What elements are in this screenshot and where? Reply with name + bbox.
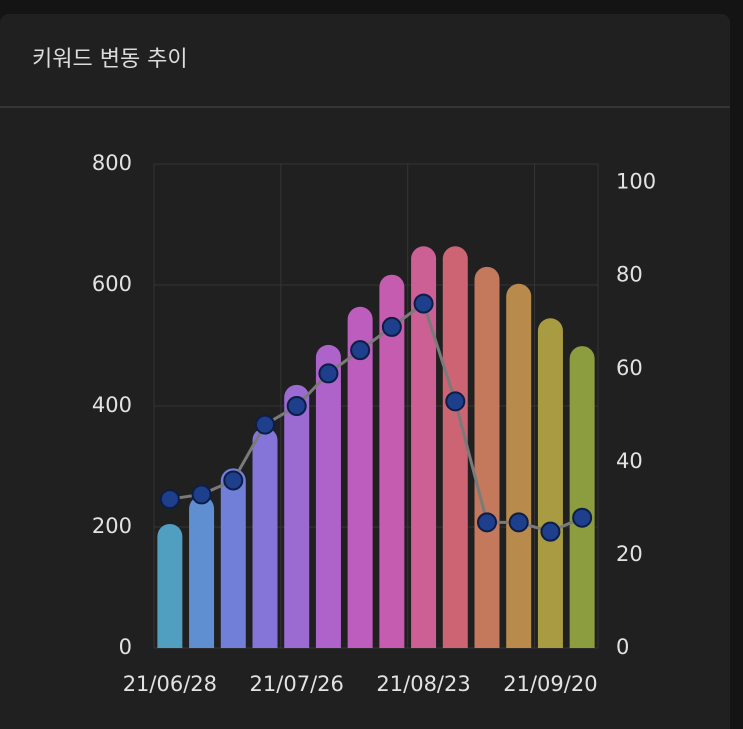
chart-title: 키워드 변동 추이 bbox=[32, 47, 188, 72]
bar bbox=[284, 384, 310, 648]
x-tick-label: 21/06/28 bbox=[123, 672, 217, 696]
point bbox=[318, 363, 339, 384]
y2-tick-label: 80 bbox=[616, 263, 643, 287]
bar bbox=[315, 344, 341, 648]
point bbox=[223, 470, 244, 491]
y2-tick-label: 100 bbox=[616, 170, 656, 194]
y2-tick-label: 60 bbox=[616, 356, 643, 380]
point bbox=[572, 507, 593, 528]
bar bbox=[411, 246, 437, 648]
bar bbox=[252, 427, 278, 648]
bar bbox=[157, 523, 183, 648]
point bbox=[191, 484, 212, 505]
y2-tick-label: 20 bbox=[616, 542, 643, 566]
point bbox=[477, 512, 497, 533]
y-tick-label: 0 bbox=[119, 635, 132, 659]
bar bbox=[506, 283, 532, 648]
bar bbox=[379, 274, 405, 648]
point bbox=[540, 521, 561, 542]
bar bbox=[474, 266, 500, 648]
bar bbox=[442, 246, 468, 648]
point bbox=[159, 489, 180, 510]
point bbox=[381, 316, 402, 337]
bar bbox=[537, 318, 563, 648]
bar bbox=[189, 496, 215, 648]
point bbox=[255, 414, 275, 435]
y-tick-label: 400 bbox=[92, 393, 132, 417]
y-tick-label: 200 bbox=[92, 514, 132, 538]
y2-tick-label: 0 bbox=[616, 635, 629, 659]
point bbox=[350, 340, 371, 361]
point bbox=[413, 293, 434, 314]
point bbox=[445, 391, 466, 412]
y2-tick-label: 40 bbox=[616, 449, 643, 473]
x-tick-label: 21/08/23 bbox=[376, 672, 470, 696]
y-tick-label: 800 bbox=[92, 151, 132, 175]
y-tick-label: 600 bbox=[92, 272, 132, 296]
bar bbox=[347, 306, 373, 648]
bar bbox=[220, 468, 246, 648]
point bbox=[508, 512, 529, 533]
bar bbox=[569, 346, 595, 648]
x-tick-label: 21/07/26 bbox=[250, 672, 344, 696]
point bbox=[286, 396, 307, 416]
x-tick-label: 21/09/20 bbox=[503, 672, 597, 696]
